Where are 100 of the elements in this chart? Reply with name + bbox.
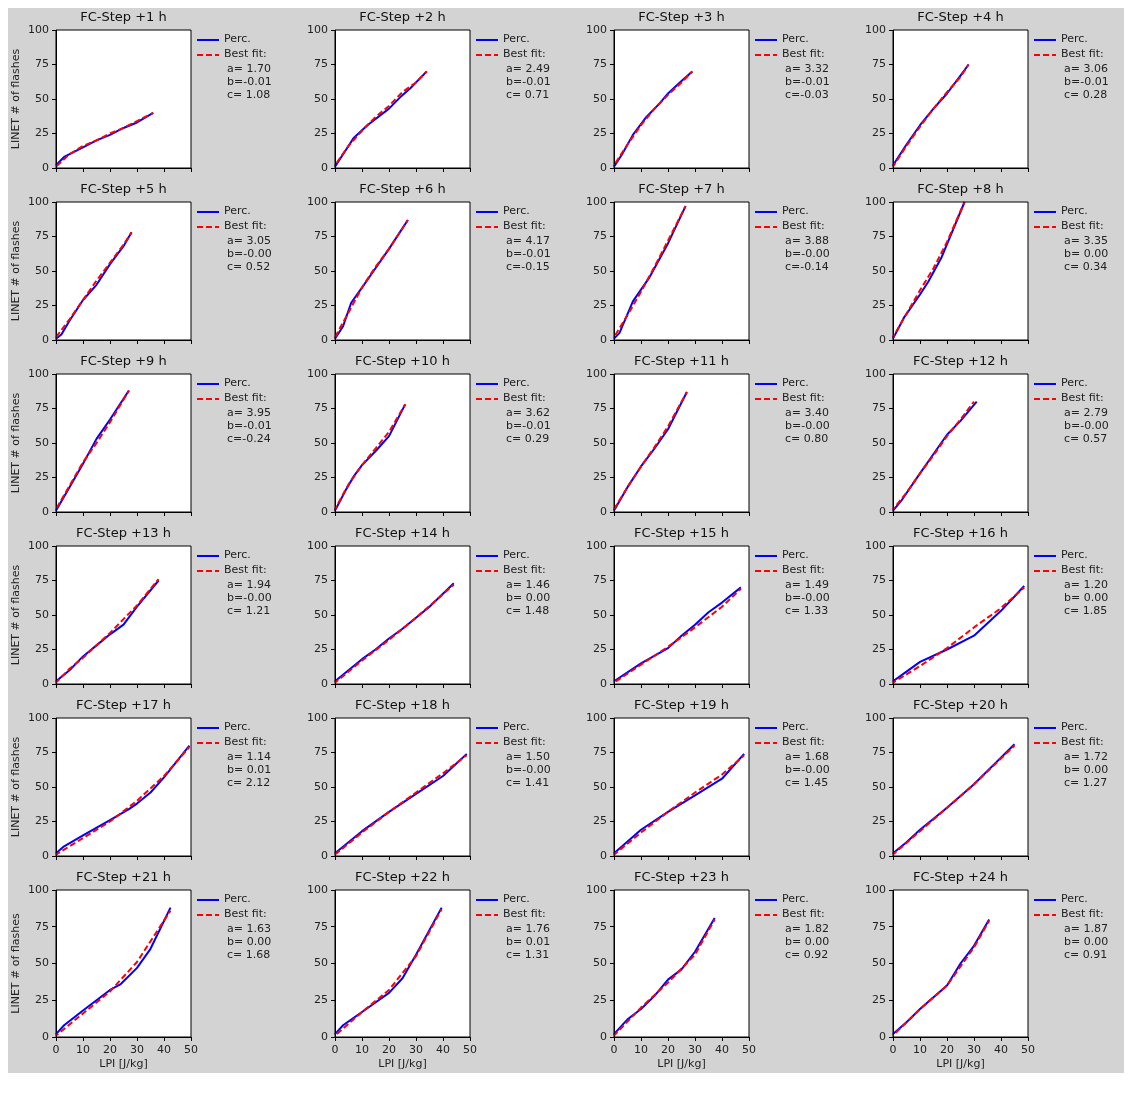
x-axis-title: LPI [J/kg]: [378, 1057, 427, 1071]
y-tick-label: 0: [879, 676, 886, 690]
y-tick-label: 25: [593, 814, 607, 828]
legend-label: Perc.: [1061, 892, 1088, 906]
text: c=-0.14: [785, 260, 829, 274]
chart-title: FC-Step +24 h: [913, 868, 1008, 884]
text: c=-0.15: [506, 260, 550, 274]
y-tick-label: 25: [872, 814, 886, 828]
y-tick-label: 100: [28, 882, 49, 896]
x-tick-label: 30: [967, 1043, 981, 1057]
y-tick-label: 0: [321, 848, 328, 862]
y-tick-label: 75: [314, 401, 328, 415]
x-tick-label: 10: [76, 1043, 90, 1057]
text: c= 1.31: [506, 948, 550, 962]
x-tick-label: 20: [661, 1043, 675, 1057]
y-tick-label: 50: [35, 435, 49, 449]
legend-label: Perc.: [503, 32, 530, 46]
chart-title: FC-Step +20 h: [913, 696, 1008, 712]
text: c= 0.91: [1064, 948, 1108, 962]
y-tick-label: 75: [872, 745, 886, 759]
y-tick-label: 0: [42, 1029, 49, 1043]
y-tick-label: 50: [35, 779, 49, 793]
text: c= 1.41: [506, 776, 550, 790]
y-tick-label: 25: [872, 470, 886, 484]
text: b=-0.01: [785, 75, 830, 89]
chart-title: FC-Step +6 h: [359, 180, 446, 196]
y-tick-label: 100: [28, 22, 49, 36]
text: b= 0.00: [227, 935, 272, 949]
y-tick-label: 0: [321, 160, 328, 174]
text: b=-0.00: [1064, 419, 1109, 433]
x-tick-label: 10: [355, 1043, 369, 1057]
y-tick-label: 25: [35, 298, 49, 312]
y-axis-title: LINET # of flashes: [9, 913, 23, 1014]
y-tick-label: 25: [872, 642, 886, 656]
y-tick-label: 100: [307, 710, 328, 724]
y-tick-label: 0: [600, 504, 607, 518]
y-tick-label: 50: [593, 263, 607, 277]
chart-title: FC-Step +14 h: [355, 524, 450, 540]
legend-label: Best fit:: [224, 563, 267, 577]
y-tick-label: 75: [314, 229, 328, 243]
y-tick-label: 0: [600, 1029, 607, 1043]
text: b=-0.00: [227, 591, 272, 605]
text: c= 0.52: [227, 260, 271, 274]
legend-label: Perc.: [224, 548, 251, 562]
y-tick-label: 25: [872, 298, 886, 312]
y-tick-label: 25: [314, 814, 328, 828]
y-tick-label: 0: [321, 504, 328, 518]
text: b=-0.01: [227, 75, 272, 89]
legend-label: Perc.: [1061, 204, 1088, 218]
text: b=-0.01: [1064, 75, 1109, 89]
text: c= 1.68: [227, 948, 271, 962]
legend-label: Perc.: [503, 720, 530, 734]
chart-title: FC-Step +18 h: [355, 696, 450, 712]
y-tick-label: 50: [35, 91, 49, 105]
y-tick-label: 0: [879, 848, 886, 862]
y-tick-label: 100: [865, 194, 886, 208]
text: a= 1.49: [785, 578, 829, 592]
y-tick-label: 75: [35, 57, 49, 71]
legend-label: Best fit:: [503, 735, 546, 749]
y-tick-label: 0: [600, 848, 607, 862]
legend-label: Best fit:: [224, 391, 267, 405]
text: a= 1.76: [506, 922, 550, 936]
x-tick-label: 10: [634, 1043, 648, 1057]
text: b= 0.00: [785, 935, 830, 949]
y-tick-label: 50: [314, 91, 328, 105]
y-tick-label: 0: [600, 160, 607, 174]
text: b= 0.00: [1064, 763, 1109, 777]
y-tick-label: 50: [593, 779, 607, 793]
text: a= 3.32: [785, 62, 829, 76]
chart-title: FC-Step +13 h: [76, 524, 171, 540]
y-axis-title: LINET # of flashes: [9, 564, 23, 666]
y-tick-label: 50: [35, 263, 49, 277]
y-tick-label: 75: [593, 919, 607, 933]
text: b=-0.00: [506, 763, 551, 777]
legend-label: Best fit:: [224, 47, 267, 61]
legend-label: Best fit:: [224, 907, 267, 921]
y-tick-label: 100: [28, 538, 49, 552]
y-tick-label: 25: [314, 126, 328, 140]
y-tick-label: 100: [28, 194, 49, 208]
legend-label: Best fit:: [782, 563, 825, 577]
text: b= 0.00: [1064, 935, 1109, 949]
text: b= 0.01: [227, 763, 272, 777]
y-tick-label: 100: [586, 710, 607, 724]
legend-label: Best fit:: [503, 563, 546, 577]
legend-label: Best fit:: [224, 735, 267, 749]
y-tick-label: 50: [314, 435, 328, 449]
y-axis-title: LINET # of flashes: [9, 220, 23, 322]
y-tick-label: 50: [872, 607, 886, 621]
text: a= 1.63: [227, 922, 271, 936]
y-tick-label: 75: [593, 229, 607, 243]
text: b=-0.01: [506, 75, 551, 89]
chart-title: FC-Step +15 h: [634, 524, 729, 540]
x-tick-label: 50: [1021, 1043, 1035, 1057]
y-tick-label: 25: [872, 993, 886, 1007]
x-tick-label: 40: [157, 1043, 171, 1057]
chart-title: FC-Step +22 h: [355, 868, 450, 884]
text: a= 3.62: [506, 406, 550, 420]
legend-label: Perc.: [503, 892, 530, 906]
chart-title: FC-Step +9 h: [80, 352, 167, 368]
x-tick-label: 30: [688, 1043, 702, 1057]
